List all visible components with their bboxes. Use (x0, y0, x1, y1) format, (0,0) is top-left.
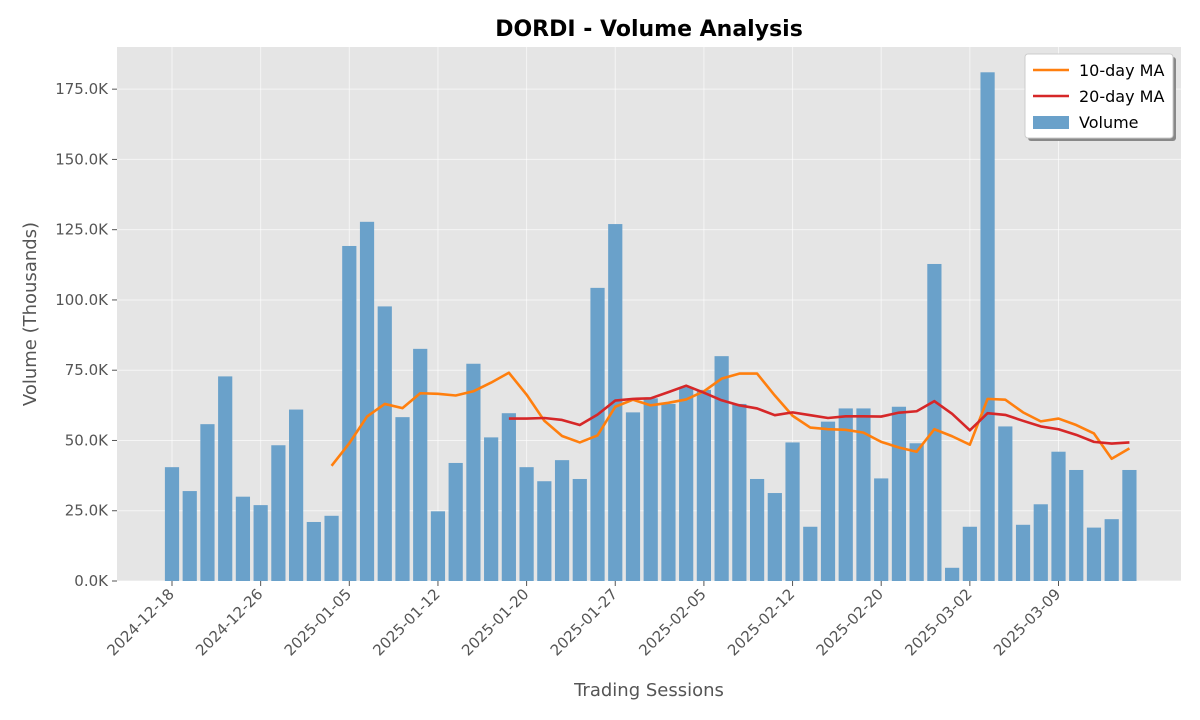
volume-bar (448, 462, 463, 581)
volume-bar (306, 521, 321, 581)
y-axis-label: Volume (Thousands) (20, 222, 41, 406)
volume-bar (554, 460, 570, 581)
volume-bar (182, 491, 197, 581)
volume-bar (342, 245, 357, 581)
y-tick-label: 150.0K (55, 150, 109, 168)
volume-bar (962, 526, 977, 581)
volume-bar (200, 424, 215, 581)
volume-bar (289, 409, 304, 581)
volume-bar (980, 72, 995, 581)
volume-bar (608, 224, 623, 581)
x-tick-label: 2025-02-20 (813, 585, 887, 659)
x-tick-label: 2024-12-18 (103, 585, 177, 659)
chart-title: DORDI - Volume Analysis (495, 17, 803, 42)
volume-bar (1015, 524, 1031, 581)
x-tick-label: 2025-02-12 (724, 585, 798, 659)
volume-bar (537, 481, 552, 581)
volume-bar (945, 567, 960, 581)
volume-bar (856, 408, 871, 581)
volume-bar (643, 398, 658, 581)
volume-bar (519, 467, 534, 581)
volume-bar (466, 363, 481, 581)
legend-volume-swatch (1033, 116, 1069, 129)
volume-bar (998, 426, 1013, 581)
volume-bar (927, 263, 942, 581)
volume-bar (1069, 469, 1084, 581)
x-tick-label: 2025-02-05 (635, 585, 709, 659)
x-tick-label: 2025-01-05 (281, 585, 355, 659)
volume-bar (377, 306, 392, 581)
volume-bar (395, 417, 410, 581)
volume-bar (874, 478, 889, 581)
volume-bars (164, 72, 1137, 581)
volume-bar (1086, 527, 1102, 581)
volume-bar (803, 526, 818, 581)
volume-bar (164, 467, 180, 581)
volume-bar (218, 376, 233, 581)
y-tick-label: 100.0K (55, 291, 109, 309)
y-axis: 0.0K 25.0K 50.0K 75.0K 100.0K 125.0K 150.0K 175… (55, 80, 117, 590)
volume-bar (714, 356, 729, 581)
volume-bar (625, 412, 641, 581)
volume-bar (696, 389, 711, 581)
x-tick-label: 2025-01-20 (458, 585, 532, 659)
volume-bar (430, 511, 446, 581)
ma10-line (330, 371, 1131, 467)
volume-bar (253, 505, 268, 581)
volume-bar (1033, 504, 1048, 581)
volume-bar (767, 493, 782, 581)
x-tick-label: 2025-01-12 (369, 585, 443, 659)
y-tick-label: 175.0K (55, 80, 109, 98)
legend-ma20-label: 20-day MA (1079, 87, 1164, 106)
y-tick-label: 75.0K (65, 361, 109, 379)
moving-average-lines (330, 371, 1131, 467)
volume-bar (324, 515, 339, 581)
volume-bar (235, 496, 251, 581)
volume-bar (484, 437, 499, 581)
ma20-line (508, 384, 1130, 445)
volume-bar (785, 442, 800, 581)
volume-bar (359, 221, 375, 581)
volume-bar (271, 445, 286, 581)
volume-bar (891, 406, 907, 581)
volume-bar (1104, 519, 1119, 581)
volume-bar (572, 478, 587, 581)
volume-bar (838, 408, 853, 581)
volume-bar (909, 443, 924, 581)
volume-bar (679, 387, 694, 581)
volume-bar (1051, 451, 1066, 581)
legend-ma10-label: 10-day MA (1079, 61, 1164, 80)
x-tick-label: 2024-12-26 (192, 585, 266, 659)
volume-bar (732, 403, 747, 581)
x-tick-label: 2025-03-09 (990, 585, 1064, 659)
volume-bar (661, 403, 676, 581)
y-tick-label: 0.0K (74, 572, 109, 590)
volume-bar (820, 421, 836, 581)
volume-bar (501, 413, 516, 581)
x-axis-label: Trading Sessions (573, 680, 724, 701)
y-tick-label: 50.0K (65, 431, 109, 449)
x-axis: 2024-12-18 2024-12-26 2025-01-05 2025-01-12… (103, 581, 1064, 659)
volume-bar (749, 478, 765, 581)
x-tick-label: 2025-03-02 (901, 585, 975, 659)
y-tick-label: 25.0K (65, 502, 109, 520)
legend-volume-label: Volume (1079, 113, 1139, 132)
x-tick-label: 2025-01-27 (547, 585, 621, 659)
legend: 10-day MA 20-day MA Volume (1024, 53, 1176, 141)
volume-bar (413, 348, 428, 581)
y-tick-label: 125.0K (55, 221, 109, 239)
volume-bar (1122, 469, 1137, 581)
